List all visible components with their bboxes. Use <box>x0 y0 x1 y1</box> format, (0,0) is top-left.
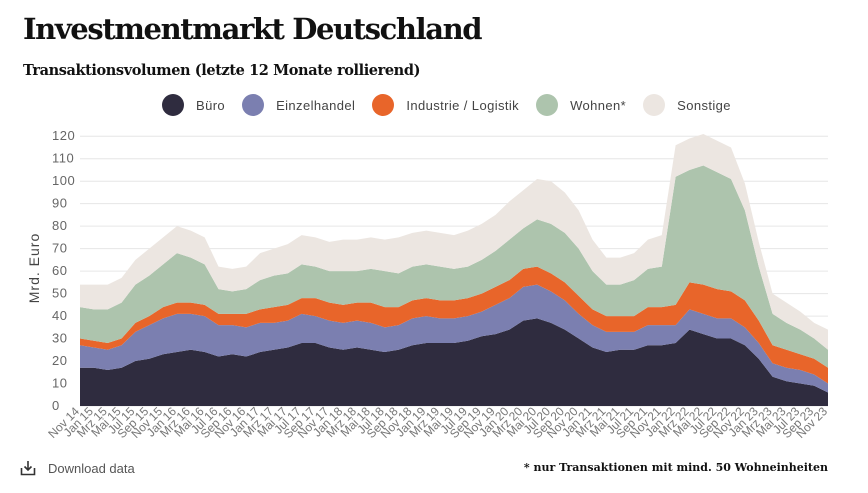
chart-title: Investmentmarkt Deutschland <box>23 12 483 46</box>
legend-label-sonstige: Sonstige <box>677 97 731 113</box>
y-tick-label: 70 <box>52 241 67 256</box>
y-tick-label: 60 <box>52 263 67 278</box>
area-wohnen <box>80 165 828 368</box>
y-tick-label: 40 <box>52 308 67 323</box>
y-tick-label: 50 <box>52 286 67 301</box>
download-link[interactable]: Download data <box>20 460 135 476</box>
legend-item-wohnen[interactable]: Wohnen* <box>536 94 626 116</box>
legend-swatch-sonstige <box>643 94 666 116</box>
legend-label-buero: Büro <box>196 97 226 113</box>
chart-subtitle: Transaktionsvolumen (letzte 12 Monate ro… <box>23 62 421 79</box>
area-sonstige <box>80 133 828 350</box>
y-tick-label: 90 <box>52 196 67 211</box>
chart-areas <box>80 133 828 406</box>
y-axis-label: Mrd. Euro <box>26 233 42 303</box>
legend-item-sonstige[interactable]: Sonstige <box>643 94 731 116</box>
legend-label-einzelhandel: Einzelhandel <box>276 97 356 113</box>
legend-swatch-einzelhandel <box>242 94 265 116</box>
footnote: * nur Transaktionen mit mind. 50 Wohnein… <box>523 461 828 474</box>
y-tick-label: 100 <box>52 173 75 188</box>
legend: Büro Einzelhandel Industrie / Logistik W… <box>162 94 748 116</box>
y-tick-label: 110 <box>52 151 74 166</box>
area-industrie-logistik <box>80 266 828 384</box>
y-tick-label: 10 <box>52 376 67 391</box>
legend-item-einzelhandel[interactable]: Einzelhandel <box>242 94 355 116</box>
legend-label-industrie-logistik: Industrie / Logistik <box>406 97 520 113</box>
legend-item-buero[interactable]: Büro <box>162 94 225 116</box>
legend-item-industrie-logistik[interactable]: Industrie / Logistik <box>372 94 519 116</box>
y-tick-label: 80 <box>52 218 67 233</box>
y-tick-label: 120 <box>52 128 75 143</box>
area-buero <box>80 318 828 406</box>
legend-swatch-industrie-logistik <box>372 94 395 116</box>
area-einzelhandel <box>80 284 828 393</box>
legend-label-wohnen: Wohnen* <box>570 97 627 113</box>
download-icon <box>20 461 36 476</box>
y-tick-label: 0 <box>52 398 60 413</box>
y-tick-label: 20 <box>52 353 67 368</box>
legend-swatch-buero <box>162 94 184 116</box>
y-tick-label: 30 <box>52 331 67 346</box>
download-label: Download data <box>48 460 135 476</box>
y-axis-ticks: 0 10 20 30 40 50 60 70 80 90 100 110 120 <box>52 128 75 413</box>
legend-swatch-wohnen <box>536 94 559 116</box>
